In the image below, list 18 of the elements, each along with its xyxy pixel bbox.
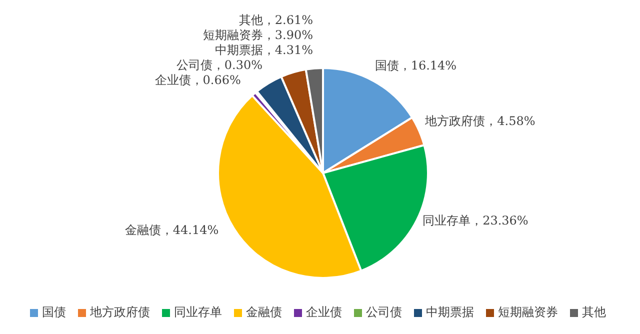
data-label: 其他，2.61% [238,12,313,27]
data-label: 国债，16.14% [374,58,457,73]
data-label: 金融债，44.14% [124,222,219,237]
legend-label: 短期融资券 [497,304,558,321]
legend-label: 金融债 [245,304,282,321]
legend-label: 中期票据 [425,304,474,321]
legend-label: 同业存单 [173,304,222,321]
data-label: 地方政府债，4.58% [424,114,536,128]
legend-label: 地方政府债 [89,304,150,321]
data-label: 短期融资券，3.90% [202,28,313,42]
data-label: 同业存单，23.36% [422,213,528,228]
legend-label: 公司债 [365,304,402,321]
data-label: 中期票据，4.31% [214,42,313,57]
data-label: 企业债，0.66% [154,72,241,87]
legend-label: 国债 [41,304,66,321]
legend-label: 其他 [581,304,606,321]
legend-label: 企业债 [305,304,342,321]
data-label: 公司债，0.30% [176,58,263,72]
